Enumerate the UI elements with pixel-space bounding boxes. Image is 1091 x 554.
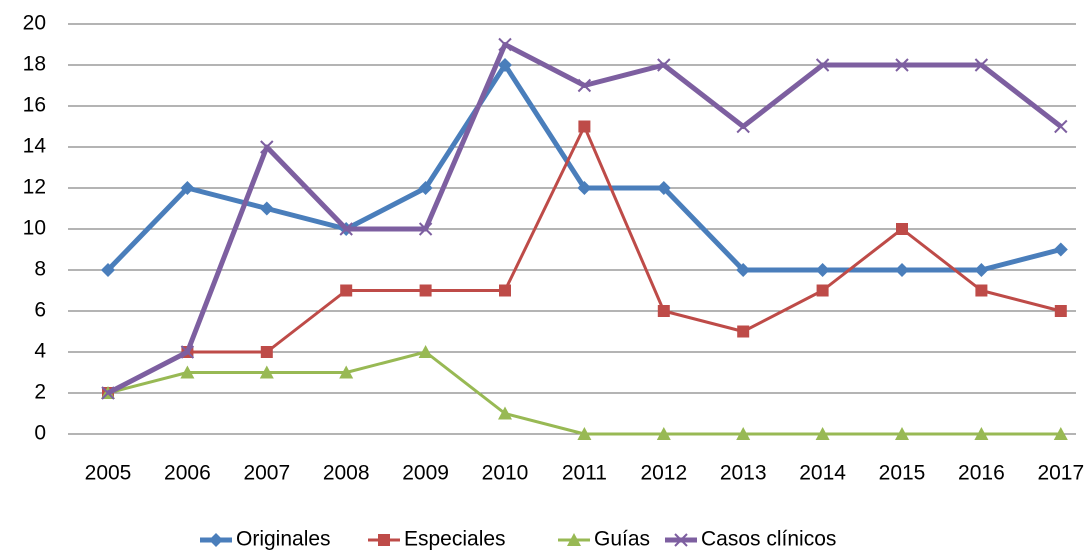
series-line xyxy=(106,62,1062,273)
y-tick-label: 4 xyxy=(34,340,46,363)
x-tick-label: 2016 xyxy=(958,462,1005,485)
marker xyxy=(339,222,353,236)
marker xyxy=(418,181,433,195)
marker xyxy=(101,386,115,400)
marker xyxy=(1053,242,1068,257)
marker xyxy=(180,345,195,359)
y-tick-label: 14 xyxy=(23,135,47,158)
marker xyxy=(895,58,909,72)
marker xyxy=(180,181,195,195)
legend-label: Especiales xyxy=(404,528,506,551)
marker xyxy=(816,284,829,297)
marker xyxy=(209,533,223,547)
marker xyxy=(974,427,989,440)
y-tick-label: 2 xyxy=(34,381,46,404)
marker xyxy=(498,58,512,72)
marker xyxy=(567,533,581,546)
series-line xyxy=(107,125,1062,395)
y-tick-label: 8 xyxy=(34,258,46,281)
marker xyxy=(736,119,750,134)
marker xyxy=(418,345,433,358)
x-tick-label: 2013 xyxy=(720,462,767,485)
y-tick-label: 10 xyxy=(23,217,46,240)
marker xyxy=(498,406,512,420)
marker xyxy=(975,284,988,297)
y-tick-label: 12 xyxy=(23,176,46,199)
marker xyxy=(896,223,908,235)
y-tick-label: 0 xyxy=(34,422,46,445)
x-tick-label: 2007 xyxy=(243,462,290,485)
marker xyxy=(419,284,432,297)
marker xyxy=(815,263,830,277)
legend-label: Originales xyxy=(236,528,331,551)
marker xyxy=(259,201,274,216)
marker xyxy=(974,263,989,277)
x-tick-label: 2006 xyxy=(164,462,211,485)
marker xyxy=(815,58,830,72)
x-tick-label: 2010 xyxy=(482,462,529,485)
marker xyxy=(378,534,390,546)
marker xyxy=(577,78,592,93)
y-tick-label: 20 xyxy=(23,12,46,35)
marker xyxy=(974,58,989,72)
marker xyxy=(656,181,671,195)
marker xyxy=(656,427,671,440)
marker xyxy=(418,222,433,236)
marker xyxy=(657,305,670,317)
marker xyxy=(577,427,592,440)
x-tick-label: 2017 xyxy=(1037,462,1084,485)
marker xyxy=(895,427,909,440)
marker xyxy=(577,181,592,195)
y-tick-label: 16 xyxy=(23,94,46,117)
marker xyxy=(1053,427,1068,440)
marker xyxy=(180,365,195,379)
series-line xyxy=(106,42,1063,396)
marker xyxy=(1054,119,1068,134)
x-tick-label: 2015 xyxy=(879,462,926,485)
marker xyxy=(674,533,688,547)
marker xyxy=(736,263,751,277)
y-tick-label: 6 xyxy=(34,299,46,322)
x-tick-label: 2012 xyxy=(640,462,687,485)
x-tick-label: 2008 xyxy=(323,462,370,485)
marker xyxy=(895,263,909,277)
marker xyxy=(260,346,273,358)
marker xyxy=(101,263,115,277)
marker xyxy=(260,140,274,154)
marker xyxy=(1054,305,1067,317)
x-tick-label: 2014 xyxy=(799,462,846,485)
marker xyxy=(736,427,751,440)
x-tick-label: 2011 xyxy=(562,462,607,485)
marker xyxy=(340,284,353,297)
marker xyxy=(259,365,274,379)
marker xyxy=(499,284,511,297)
marker xyxy=(498,37,512,52)
marker xyxy=(578,120,591,133)
legend-label: Guías xyxy=(594,528,650,551)
x-tick-label: 2005 xyxy=(85,462,132,485)
marker xyxy=(737,325,750,338)
marker xyxy=(657,58,671,72)
legend-label: Casos clínicos xyxy=(701,528,836,551)
marker xyxy=(339,365,354,379)
y-tick-label: 18 xyxy=(23,53,46,76)
x-tick-label: 2009 xyxy=(402,462,449,485)
marker xyxy=(815,427,830,440)
